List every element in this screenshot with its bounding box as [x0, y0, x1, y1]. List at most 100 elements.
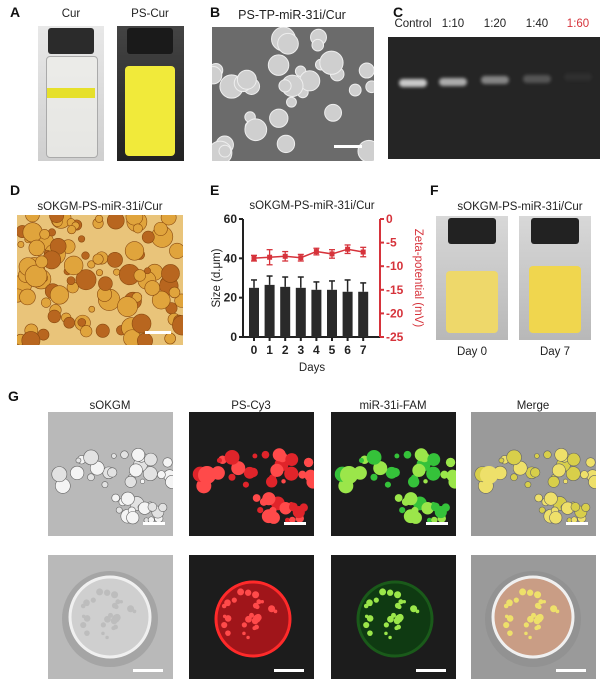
y2-tick-label: -10	[386, 259, 404, 273]
droplet	[111, 453, 117, 459]
micrograph-ps-cy3-row1	[189, 412, 314, 536]
droplet	[147, 502, 158, 512]
nanoparticle	[269, 108, 289, 128]
y2-tick-label: -15	[386, 283, 404, 297]
microparticle	[132, 223, 143, 234]
droplet	[140, 478, 146, 484]
nanoparticle	[277, 32, 299, 55]
speckle	[103, 589, 111, 596]
zeta-point	[313, 249, 319, 255]
panel-b-label: B	[210, 4, 221, 20]
nanoparticle	[278, 79, 292, 93]
microparticle	[160, 215, 177, 226]
droplet	[498, 457, 505, 464]
droplet	[530, 467, 541, 478]
microparticle	[144, 267, 151, 275]
droplet	[373, 461, 388, 476]
microparticle	[153, 221, 168, 236]
speckle	[536, 613, 544, 621]
speckle	[384, 631, 388, 636]
droplet	[570, 502, 581, 512]
panel-e-label: E	[210, 182, 220, 198]
microparticle	[66, 276, 76, 285]
droplet	[370, 473, 378, 481]
panel-d-label: D	[10, 182, 21, 198]
droplet	[158, 503, 168, 512]
vial-photo-day7	[519, 216, 591, 340]
speckle	[503, 621, 510, 629]
microparticle	[25, 215, 40, 223]
droplet	[340, 466, 358, 484]
speckle	[111, 602, 118, 609]
scale-bar	[143, 522, 165, 525]
microparticle	[168, 286, 181, 299]
nanoparticle	[358, 62, 374, 79]
droplet	[547, 475, 560, 488]
microparticle	[21, 331, 41, 345]
speckle	[113, 613, 121, 621]
microparticle	[151, 290, 171, 310]
speckle	[519, 588, 527, 596]
scale-bar	[426, 522, 448, 525]
droplet	[242, 481, 249, 488]
speckle	[396, 624, 401, 630]
microparticle	[137, 332, 153, 345]
vial-photo-day0	[436, 216, 508, 340]
speckle	[104, 616, 109, 621]
speckle	[534, 591, 542, 599]
nanoparticle	[236, 69, 257, 90]
droplet	[124, 475, 137, 488]
x-tick-label: 5	[329, 343, 336, 357]
microparticle	[169, 242, 183, 259]
droplet	[165, 475, 173, 489]
droplet	[384, 481, 391, 488]
droplet	[228, 473, 236, 481]
y2-tick-label: 0	[386, 212, 393, 226]
droplet	[284, 466, 299, 481]
droplet	[580, 470, 589, 479]
speckle	[539, 599, 544, 604]
speckle	[367, 601, 373, 607]
nanoparticle	[244, 118, 268, 142]
microparticle	[113, 268, 121, 276]
gel-band	[439, 77, 467, 86]
tem-title: PS-TP-miR-31i/Cur	[238, 8, 346, 22]
speckle	[383, 622, 389, 628]
speckle	[373, 597, 379, 603]
microparticle	[95, 323, 110, 338]
droplet	[252, 494, 261, 502]
column-header-merge: Merge	[516, 400, 550, 412]
microparticle	[88, 305, 96, 313]
speckle	[402, 600, 406, 604]
droplet	[543, 491, 558, 506]
speckle	[388, 635, 392, 640]
y2-tick-label: -25	[386, 330, 404, 344]
y2-tick-label: -5	[386, 236, 397, 250]
droplet	[585, 457, 596, 468]
droplet	[107, 467, 118, 478]
micrograph-merge-row1	[471, 412, 596, 536]
microparticle	[117, 296, 138, 317]
droplet	[427, 453, 441, 466]
size-bar	[264, 284, 275, 337]
y-axis-label: Size (d.μm)	[211, 248, 223, 307]
droplet	[120, 450, 129, 459]
speckle	[246, 635, 250, 640]
microparticle	[133, 269, 146, 282]
speckle	[523, 622, 529, 628]
droplet	[266, 476, 278, 488]
speckle	[252, 591, 260, 599]
droplet	[267, 511, 280, 524]
microparticle	[172, 315, 183, 336]
speckle	[410, 605, 418, 613]
chart-title: sOKGM-PS-miR-31i/Cur	[249, 200, 374, 212]
speckle	[84, 630, 90, 636]
scale-bar	[566, 522, 588, 525]
y-tick-label: 40	[224, 251, 238, 265]
droplet	[157, 470, 166, 479]
droplet	[284, 517, 290, 523]
droplet	[231, 461, 246, 476]
droplet	[567, 452, 581, 467]
droplet	[248, 467, 258, 478]
droplet	[299, 503, 308, 512]
